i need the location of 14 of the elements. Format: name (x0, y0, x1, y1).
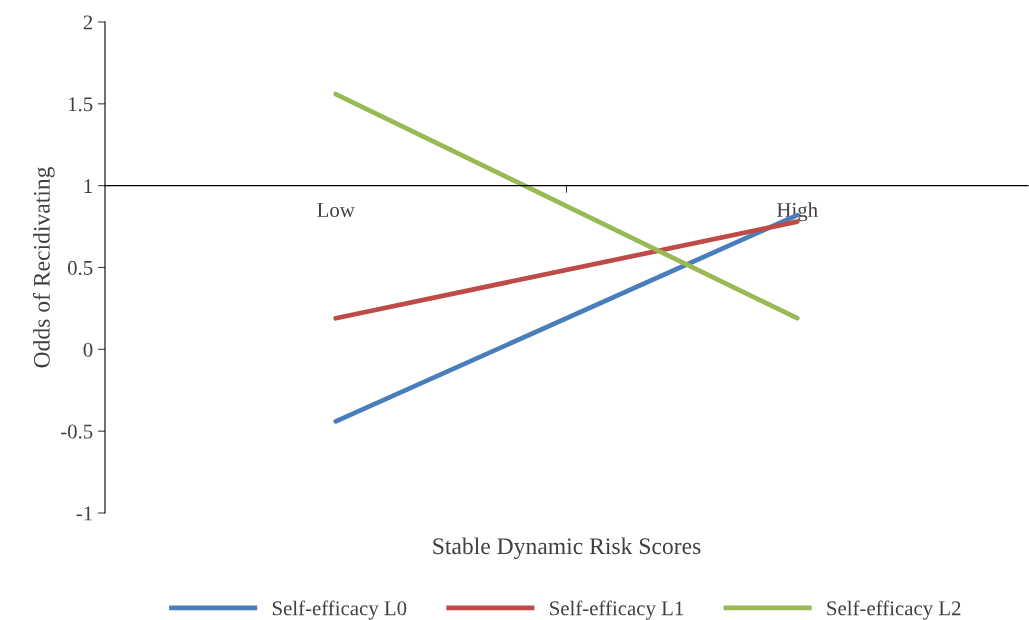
y-tick-label: 0.5 (67, 260, 93, 276)
y-tick-label: -0.5 (60, 424, 93, 439)
y-tick-label: 1 (84, 179, 92, 193)
legend-label: Self-efficacy L0 (272, 600, 407, 620)
legend-label: Self-efficacy L1 (550, 600, 684, 620)
legend-label: Self-efficacy L2 (827, 600, 961, 620)
x-tick-label: Low (317, 203, 355, 217)
y-tick-label: -1 (76, 506, 92, 521)
x-tick-label: High (777, 202, 818, 222)
y-tick-label: 0 (83, 342, 93, 357)
y-tick-label: 1.5 (68, 97, 93, 112)
x-axis-title: Stable Dynamic Risk Scores (433, 537, 701, 560)
y-tick-label: 2 (83, 15, 93, 30)
y-axis-title: Odds of Recidivating (32, 166, 55, 368)
